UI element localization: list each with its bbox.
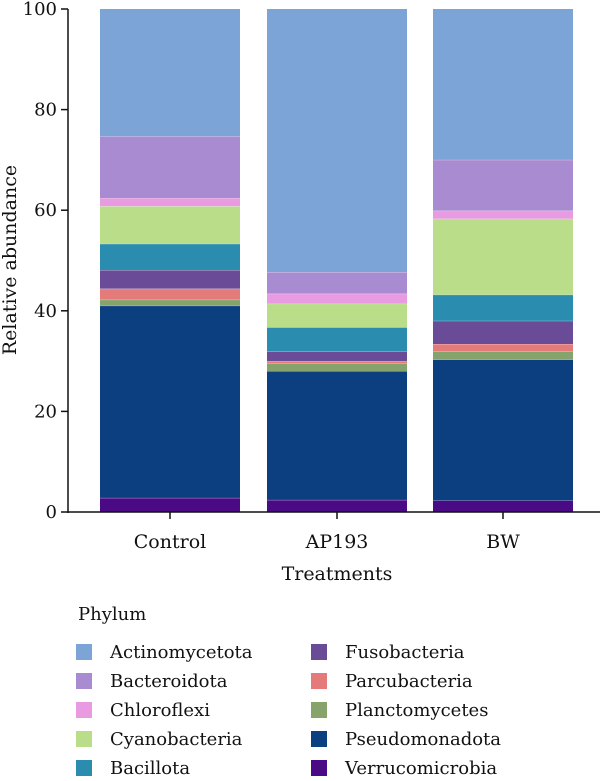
legend-label: Pseudomonadota <box>345 728 502 750</box>
legend-label: Chloroflexi <box>110 699 210 721</box>
x-axis-label: Treatments <box>282 563 393 585</box>
legend-item-pseudomonadota: Pseudomonadota <box>311 727 501 751</box>
legend-item-verrucomicrobia: Verrucomicrobia <box>311 756 497 780</box>
legend-label: Parcubacteria <box>345 670 473 692</box>
legend-swatch <box>76 760 92 776</box>
bar-segment-control-fusobacteria <box>100 270 240 289</box>
bar-segment-bw-bacteroidota <box>433 159 573 211</box>
y-tick-label: 60 <box>34 200 57 221</box>
bar-segment-ap193-fusobacteria <box>267 351 407 362</box>
bar-segment-ap193-parcubacteria <box>267 361 407 364</box>
y-tick-label: 40 <box>34 301 57 322</box>
legend-item-cyanobacteria: Cyanobacteria <box>76 727 242 751</box>
bar-segment-bw-verrucomicrobia <box>433 500 573 512</box>
legend-label: Fusobacteria <box>345 641 465 663</box>
bar-segment-control-verrucomicrobia <box>100 497 240 512</box>
bar-segment-bw-chloroflexi <box>433 210 573 219</box>
bar-segment-control-pseudomonadota <box>100 305 240 498</box>
legend-swatch <box>76 673 92 689</box>
legend-swatch <box>311 673 327 689</box>
x-tick-label: BW <box>486 531 520 553</box>
bar-segment-bw-cyanobacteria <box>433 218 573 295</box>
legend-swatch <box>311 760 327 776</box>
bar-segment-ap193-pseudomonadota <box>267 371 407 500</box>
bar-segment-control-bacteroidota <box>100 136 240 199</box>
y-tick-label: 20 <box>34 401 57 422</box>
legend-label: Bacteroidota <box>110 670 228 692</box>
bar-segment-ap193-bacillota <box>267 327 407 352</box>
bar-segment-bw-bacillota <box>433 294 573 321</box>
bar-segment-control-chloroflexi <box>100 198 240 207</box>
legend-item-bacteroidota: Bacteroidota <box>76 669 227 693</box>
bar-segment-bw-actinomycetota <box>433 9 573 160</box>
legend-item-planctomycetes: Planctomycetes <box>311 698 488 722</box>
legend-label: Cyanobacteria <box>110 728 243 750</box>
bar-segment-ap193-actinomycetota <box>267 9 407 273</box>
bar-segment-bw-planctomycetes <box>433 351 573 360</box>
bar-segment-bw-parcubacteria <box>433 343 573 352</box>
legend-label: Bacillota <box>110 757 191 779</box>
bar-segment-ap193-chloroflexi <box>267 293 407 304</box>
legend-label: Planctomycetes <box>345 699 489 721</box>
bar-segment-bw-fusobacteria <box>433 320 573 344</box>
legend-item-parcubacteria: Parcubacteria <box>311 669 473 693</box>
bar-segment-ap193-cyanobacteria <box>267 303 407 328</box>
legend-item-chloroflexi: Chloroflexi <box>76 698 210 722</box>
x-tick-label: AP193 <box>305 531 369 553</box>
legend-title: Phylum <box>78 604 147 625</box>
legend-swatch <box>311 644 327 660</box>
legend-swatch <box>76 702 92 718</box>
bar-segment-ap193-bacteroidota <box>267 272 407 294</box>
legend-swatch <box>311 731 327 747</box>
x-tick-label: Control <box>134 531 206 553</box>
stacked-bar-chart: 0 20 40 60 80 100 Control AP193 BW Relative abun… <box>0 0 600 585</box>
axes-group: 0 20 40 60 80 100 Control AP193 BW <box>23 0 600 553</box>
bar-segment-control-parcubacteria <box>100 288 240 300</box>
bar-segment-control-actinomycetota <box>100 9 240 137</box>
legend-item-actinomycetota: Actinomycetota <box>76 640 253 664</box>
bar-segment-control-cyanobacteria <box>100 206 240 244</box>
legend-label: Actinomycetota <box>110 641 253 663</box>
legend-swatch <box>76 644 92 660</box>
legend-item-bacillota: Bacillota <box>76 756 190 780</box>
bar-segment-ap193-verrucomicrobia <box>267 499 407 512</box>
y-tick-label: 100 <box>23 0 57 20</box>
legend-label: Verrucomicrobia <box>345 757 498 779</box>
legend-swatch <box>311 702 327 718</box>
legend-item-fusobacteria: Fusobacteria <box>311 640 464 664</box>
bar-segment-ap193-planctomycetes <box>267 363 407 372</box>
bar-segment-control-planctomycetes <box>100 299 240 306</box>
y-axis-label: Relative abundance <box>0 165 21 355</box>
y-tick-label: 80 <box>34 100 57 121</box>
bars-group <box>100 9 573 512</box>
y-tick-label: 0 <box>46 502 57 523</box>
legend-swatch <box>76 731 92 747</box>
bar-segment-control-bacillota <box>100 243 240 271</box>
bar-segment-bw-pseudomonadota <box>433 359 573 501</box>
